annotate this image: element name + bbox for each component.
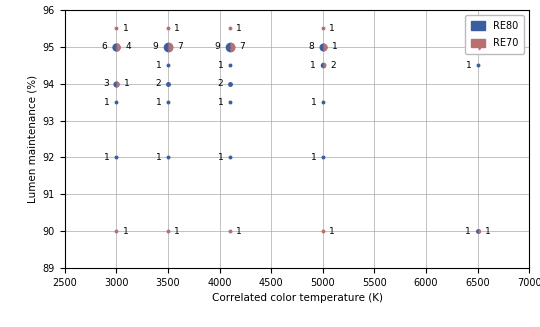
Point [164, 44, 172, 49]
Text: 1: 1 [174, 227, 180, 236]
Point [473, 26, 482, 31]
Text: 1: 1 [310, 61, 315, 70]
Text: 1: 1 [156, 61, 161, 70]
Point [164, 26, 172, 31]
Point [112, 26, 121, 31]
Text: 1: 1 [310, 153, 316, 162]
Point [319, 229, 327, 234]
Point [164, 62, 172, 68]
Point [164, 99, 172, 105]
Text: 1: 1 [123, 24, 129, 33]
Point [319, 62, 327, 68]
X-axis label: Correlated color temperature (K): Correlated color temperature (K) [212, 293, 382, 303]
Point [226, 155, 234, 160]
Point [226, 62, 234, 68]
Point [226, 26, 234, 31]
Text: 2: 2 [330, 61, 336, 70]
Point [319, 99, 327, 105]
Point [319, 62, 327, 68]
Point [473, 229, 482, 234]
Point [112, 81, 121, 86]
Text: 8: 8 [308, 42, 314, 51]
Text: 1: 1 [484, 227, 490, 236]
Text: 1: 1 [485, 42, 491, 51]
Text: 1: 1 [237, 227, 242, 236]
Point [473, 62, 482, 68]
Point [112, 81, 121, 86]
Text: 1: 1 [329, 227, 335, 236]
Point [226, 44, 234, 49]
Text: 1: 1 [124, 79, 130, 88]
Text: 4: 4 [125, 42, 131, 51]
Text: 2: 2 [156, 79, 161, 88]
Point [164, 44, 172, 49]
Text: 6: 6 [102, 42, 107, 51]
Point [319, 26, 327, 31]
Point [226, 229, 234, 234]
Point [226, 81, 234, 86]
Text: 1: 1 [310, 97, 316, 107]
Point [319, 44, 327, 49]
Point [473, 229, 482, 234]
Point [112, 99, 121, 105]
Text: 1: 1 [123, 227, 129, 236]
Point [226, 44, 234, 49]
Text: 1: 1 [329, 24, 335, 33]
Text: 1: 1 [465, 227, 471, 236]
Point [473, 44, 482, 49]
Text: 7: 7 [240, 42, 245, 51]
Point [473, 44, 482, 49]
Text: 7: 7 [178, 42, 184, 51]
Point [112, 44, 121, 49]
Legend: RE80, RE70: RE80, RE70 [465, 15, 524, 54]
Point [164, 81, 172, 86]
Point [112, 44, 121, 49]
Text: 1: 1 [218, 61, 224, 70]
Y-axis label: Lumen maintenance (%): Lumen maintenance (%) [27, 75, 37, 203]
Text: 1: 1 [237, 24, 242, 33]
Point [112, 229, 121, 234]
Text: 1: 1 [332, 42, 338, 51]
Text: 1: 1 [484, 24, 490, 33]
Point [319, 44, 327, 49]
Text: 1: 1 [156, 97, 161, 107]
Text: 1: 1 [174, 24, 180, 33]
Text: 9: 9 [153, 42, 158, 51]
Text: 1: 1 [218, 97, 224, 107]
Text: 1: 1 [218, 153, 224, 162]
Text: 1: 1 [104, 97, 110, 107]
Text: 1: 1 [465, 61, 471, 70]
Text: 2: 2 [464, 42, 470, 51]
Point [319, 155, 327, 160]
Point [164, 155, 172, 160]
Point [226, 99, 234, 105]
Text: 1: 1 [104, 153, 110, 162]
Point [164, 229, 172, 234]
Text: 9: 9 [214, 42, 220, 51]
Text: 1: 1 [156, 153, 161, 162]
Text: 3: 3 [103, 79, 109, 88]
Point [112, 155, 121, 160]
Text: 2: 2 [218, 79, 223, 88]
